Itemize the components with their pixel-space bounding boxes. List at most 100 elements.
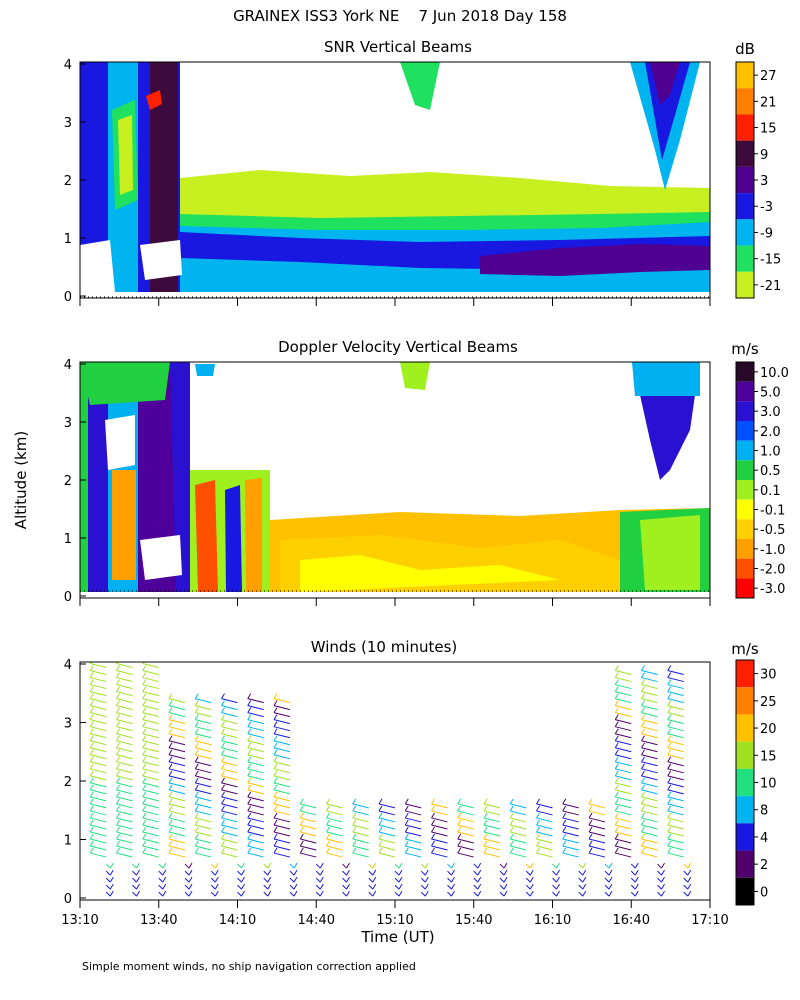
wind-barb-flag xyxy=(89,742,94,749)
wind-barb-flag xyxy=(142,693,147,699)
wind-barb xyxy=(221,761,238,767)
wind-barb xyxy=(483,838,501,844)
wind-barb-flag xyxy=(326,833,330,840)
wind-barb xyxy=(667,768,684,774)
wind-barb-flag xyxy=(142,700,147,706)
doppler-y-tick-label: 4 xyxy=(64,358,72,373)
wind-barb xyxy=(615,775,632,781)
wind-barb-flag xyxy=(194,749,199,756)
doppler-colorbar-label: 3.0 xyxy=(760,405,781,420)
wind-barb xyxy=(195,831,212,837)
wind-barb xyxy=(667,761,684,767)
wind-barb-flag xyxy=(667,749,672,756)
wind-barb xyxy=(578,863,584,869)
wind-barb xyxy=(116,712,133,718)
wind-barb xyxy=(300,831,317,837)
doppler-y-tick-label: 2 xyxy=(64,474,72,489)
wind-barb xyxy=(142,817,159,823)
wind-barb-flag xyxy=(667,686,672,692)
wind-barb xyxy=(273,775,291,781)
wind-barb-flag xyxy=(116,812,120,819)
winds-colorbar-label: 8 xyxy=(760,804,768,819)
wind-profile xyxy=(194,693,219,897)
wind-barb-flag xyxy=(326,812,330,819)
wind-barb xyxy=(510,838,527,844)
wind-barb xyxy=(630,877,636,883)
wind-barb xyxy=(641,761,658,767)
wind-barb xyxy=(142,852,159,858)
wind-barb xyxy=(510,824,527,830)
wind-barb xyxy=(431,810,448,816)
wind-barb-flag xyxy=(142,770,147,777)
wind-barb xyxy=(247,712,264,718)
wind-barb-flag xyxy=(89,728,94,734)
wind-barb xyxy=(667,705,684,711)
wind-barb-flag xyxy=(116,791,120,798)
wind-barb xyxy=(615,698,632,704)
wind-barb xyxy=(525,863,531,869)
wind-barb-flag xyxy=(168,721,173,727)
wind-profile xyxy=(614,665,639,897)
wind-barb-flag xyxy=(503,869,508,876)
wind-profile xyxy=(116,662,140,897)
wind-barb-flag xyxy=(319,883,324,890)
wind-barb-flag xyxy=(667,672,672,678)
wind-barb-flag xyxy=(457,847,462,854)
wind-barb-flag xyxy=(299,847,304,854)
wind-barb xyxy=(90,768,107,774)
wind-barb-flag xyxy=(109,883,114,890)
wind-barb-flag xyxy=(509,840,514,847)
wind-barb-flag xyxy=(641,714,645,720)
wind-barb-flag xyxy=(89,798,94,805)
wind-barb-flag xyxy=(89,770,94,777)
wind-barb xyxy=(132,877,137,883)
wind-barb-flag xyxy=(116,686,120,692)
wind-barb-flag xyxy=(404,833,409,840)
wind-barb-flag xyxy=(457,798,462,805)
doppler-top-yellowgreen xyxy=(400,362,430,390)
wind-barb-flag xyxy=(89,763,94,770)
wind-barb xyxy=(641,684,658,690)
wind-barb xyxy=(683,891,689,897)
wind-barb-flag xyxy=(372,862,377,869)
wind-barb xyxy=(90,775,107,781)
wind-barb-flag xyxy=(299,826,304,833)
wind-barb xyxy=(221,698,238,704)
doppler-colorbar-label: -2.0 xyxy=(760,563,785,578)
winds-x-tick-label: 15:40 xyxy=(455,913,492,928)
doppler-left-orange xyxy=(112,470,136,580)
wind-barb xyxy=(657,870,662,876)
wind-barb-flag xyxy=(241,883,245,890)
wind-barb-flag xyxy=(273,770,278,777)
wind-barb-flag xyxy=(326,840,330,847)
wind-barb xyxy=(641,838,658,844)
wind-barb-flag xyxy=(614,735,619,741)
wind-barb-flag xyxy=(247,693,252,699)
wind-barb xyxy=(431,852,448,858)
wind-profile xyxy=(431,798,455,897)
wind-barb xyxy=(378,838,396,844)
wind-barb xyxy=(683,884,689,890)
wind-barb xyxy=(657,863,662,869)
wind-barb-flag xyxy=(116,662,118,664)
wind-barb xyxy=(641,670,658,676)
wind-barb-flag xyxy=(194,700,199,706)
winds-x-tick-label: 17:10 xyxy=(691,913,728,928)
wind-barb xyxy=(352,852,369,858)
wind-barb xyxy=(562,845,579,851)
wind-barb xyxy=(273,817,291,823)
wind-barb-flag xyxy=(404,812,409,819)
wind-barb xyxy=(195,852,212,858)
wind-barb xyxy=(315,870,321,876)
winds-colorbar-label: 2 xyxy=(760,858,768,873)
wind-barb-flag xyxy=(168,784,173,791)
wind-barb-flag xyxy=(194,742,199,749)
wind-barb-flag xyxy=(188,862,193,869)
wind-barb-flag xyxy=(352,840,357,847)
wind-barb xyxy=(394,877,400,883)
wind-barb-flag xyxy=(641,672,645,678)
wind-barb-flag xyxy=(378,847,383,854)
wind-barb-flag xyxy=(136,883,140,890)
wind-barb xyxy=(525,884,531,890)
winds-x-tick-label: 13:40 xyxy=(140,913,177,928)
